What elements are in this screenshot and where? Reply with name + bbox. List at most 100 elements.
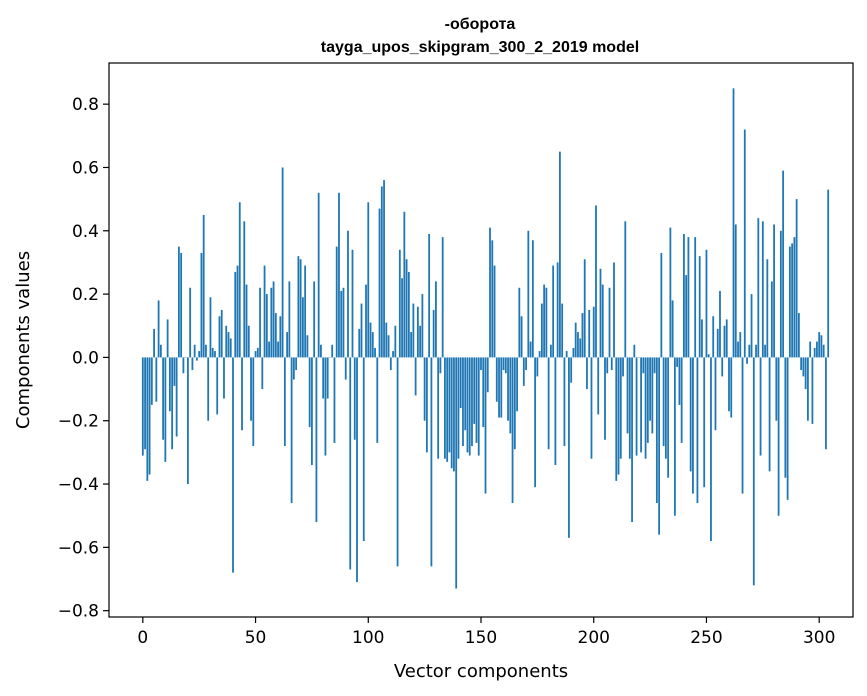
bar xyxy=(448,357,451,453)
bar xyxy=(649,357,651,421)
bar xyxy=(719,290,721,358)
bar xyxy=(511,357,514,504)
bar xyxy=(793,237,796,358)
bar xyxy=(545,287,548,358)
bar xyxy=(207,357,210,421)
bar xyxy=(669,227,672,358)
bar xyxy=(223,357,225,399)
bar xyxy=(141,357,144,456)
bar xyxy=(599,268,602,358)
bar xyxy=(804,357,807,390)
bar xyxy=(559,151,561,358)
x-tick-label: 150 xyxy=(465,628,497,648)
bar xyxy=(209,297,212,358)
bar xyxy=(279,316,282,358)
bar xyxy=(816,341,818,358)
bar xyxy=(202,214,205,358)
bar xyxy=(146,357,149,481)
bar xyxy=(570,357,573,383)
bar xyxy=(577,332,579,358)
plot-frame xyxy=(108,62,854,618)
bar xyxy=(403,211,406,358)
bar xyxy=(534,357,537,488)
bar xyxy=(687,237,690,358)
bar xyxy=(351,249,354,358)
bar xyxy=(561,303,564,358)
bar xyxy=(193,344,196,358)
bar xyxy=(166,319,169,358)
bar xyxy=(728,357,730,412)
bar xyxy=(671,300,674,358)
bar xyxy=(504,357,507,374)
bar xyxy=(421,294,424,358)
bar xyxy=(144,357,146,450)
bar xyxy=(225,325,228,358)
bar xyxy=(825,357,827,450)
bar xyxy=(574,322,577,358)
bar-series xyxy=(141,88,830,589)
bar xyxy=(484,357,487,494)
bar xyxy=(356,357,358,583)
bar xyxy=(714,357,717,431)
bar xyxy=(581,313,584,358)
bar xyxy=(232,357,234,573)
bar xyxy=(755,344,757,358)
bar xyxy=(227,332,230,358)
bar xyxy=(432,309,435,358)
bar xyxy=(398,249,401,358)
y-tick-label: 0.8 xyxy=(72,95,99,115)
bar xyxy=(342,287,345,358)
x-tick-label: 100 xyxy=(352,628,384,648)
bar xyxy=(662,357,665,447)
y-tick-label: −0.8 xyxy=(58,602,99,622)
bar xyxy=(189,287,192,358)
bar xyxy=(597,357,600,415)
bar xyxy=(150,357,153,405)
bar xyxy=(604,357,606,440)
bar xyxy=(419,325,422,358)
bar xyxy=(389,357,392,371)
bar xyxy=(401,278,403,358)
bar xyxy=(315,357,318,523)
bar xyxy=(182,357,185,374)
bar xyxy=(148,357,151,475)
bar xyxy=(692,357,694,494)
bar xyxy=(601,284,604,358)
bar xyxy=(586,357,588,390)
bar xyxy=(344,357,347,380)
bar xyxy=(739,332,742,358)
bar xyxy=(272,281,275,358)
bar xyxy=(500,357,503,418)
bar xyxy=(477,357,480,456)
bar xyxy=(725,319,728,358)
bar xyxy=(712,316,715,358)
bar xyxy=(568,357,570,538)
chart-title-line1: -оборота xyxy=(445,16,516,33)
y-axis-label: Components values xyxy=(13,251,34,429)
bar xyxy=(425,357,428,453)
bar xyxy=(340,290,343,358)
bar xyxy=(644,357,647,459)
bar xyxy=(757,218,760,358)
bar xyxy=(628,357,631,459)
bar xyxy=(311,357,313,466)
bar xyxy=(374,347,376,358)
bar xyxy=(683,233,685,358)
bar xyxy=(459,357,462,409)
chart-title-line2: tayga_upos_skipgram_300_2_2019 model xyxy=(321,39,639,56)
bar xyxy=(513,357,516,450)
bar xyxy=(308,357,311,428)
bar xyxy=(292,357,295,380)
bar xyxy=(263,265,266,358)
bar xyxy=(480,357,482,371)
bar xyxy=(710,357,712,542)
bar xyxy=(705,249,708,358)
bar xyxy=(818,332,821,358)
bar xyxy=(640,357,642,453)
bar xyxy=(259,287,261,358)
bar xyxy=(592,306,595,358)
x-tick-label: 50 xyxy=(245,628,267,648)
bar xyxy=(407,271,410,358)
y-tick-label: 0.2 xyxy=(72,285,99,305)
bar xyxy=(153,328,155,358)
